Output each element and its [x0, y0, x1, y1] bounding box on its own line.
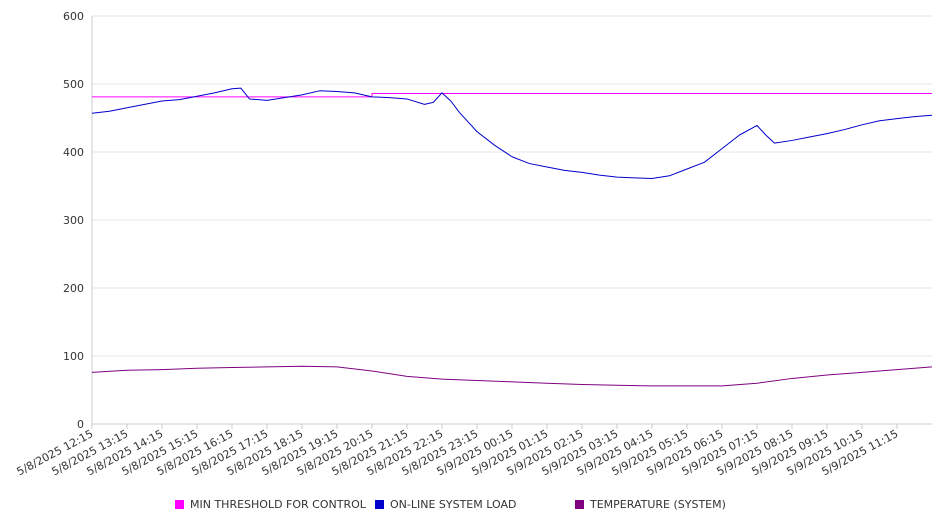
legend: MIN THRESHOLD FOR CONTROL ON-LINE SYSTEM… — [0, 497, 946, 515]
legend-label-threshold: MIN THRESHOLD FOR CONTROL — [190, 498, 366, 511]
legend-swatch-temperature — [575, 500, 584, 509]
y-tick-label: 500 — [63, 78, 84, 91]
grid-lines — [92, 15, 932, 357]
axes — [91, 16, 932, 429]
legend-item-threshold[interactable]: MIN THRESHOLD FOR CONTROL — [175, 497, 366, 513]
y-tick-label: 200 — [63, 282, 84, 295]
y-tick-label: 100 — [63, 350, 84, 363]
series-line-system-load[interactable] — [91, 87, 933, 180]
series-line-threshold[interactable] — [92, 93, 932, 98]
legend-item-system-load[interactable]: ON-LINE SYSTEM LOAD — [375, 497, 516, 513]
series-line-temperature[interactable] — [91, 365, 933, 387]
legend-item-temperature[interactable]: TEMPERATURE (SYSTEM) — [575, 497, 726, 513]
legend-label-temperature: TEMPERATURE (SYSTEM) — [590, 498, 726, 511]
y-tick-label: 400 — [63, 146, 84, 159]
legend-swatch-system-load — [375, 500, 384, 509]
legend-label-system-load: ON-LINE SYSTEM LOAD — [390, 498, 517, 511]
y-tick-label: 300 — [63, 214, 84, 227]
y-tick-labels: 0 100 200 300 400 500 600 — [63, 10, 84, 431]
x-tick-labels: 5/8/2025 12:155/8/2025 13:155/8/2025 14:… — [15, 427, 901, 478]
y-tick-label: 600 — [63, 10, 84, 23]
y-tick-label: 0 — [77, 418, 84, 431]
series-lines — [91, 87, 933, 387]
legend-swatch-threshold — [175, 500, 184, 509]
